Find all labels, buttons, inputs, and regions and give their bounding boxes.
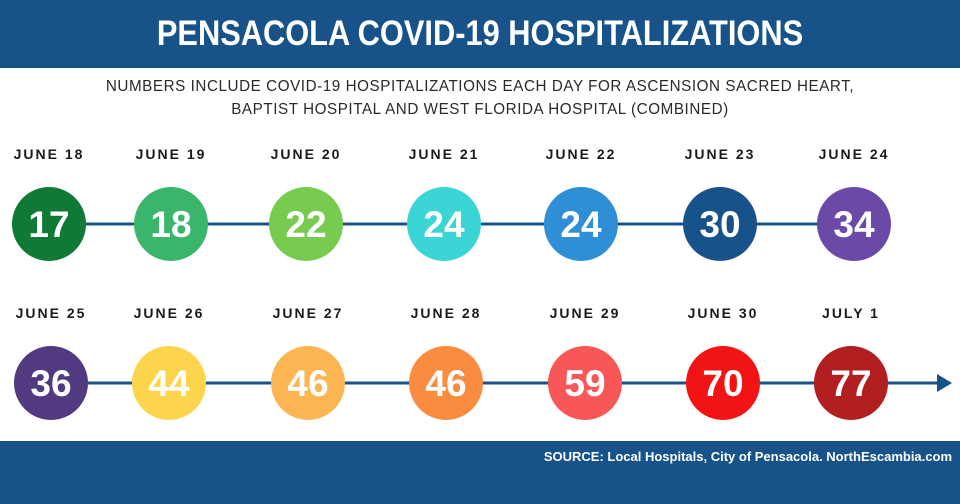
data-point-circle — [407, 187, 481, 261]
data-value-label: 46 — [287, 363, 328, 404]
date-label: JUNE 24 — [819, 146, 890, 162]
date-label: JUNE 22 — [546, 146, 617, 162]
data-point-circle — [817, 187, 891, 261]
header-bar: PENSACOLA COVID-19 HOSPITALIZATIONS — [0, 0, 960, 68]
footer-bar: SOURCE: Local Hospitals, City of Pensaco… — [0, 441, 960, 504]
data-point-circle — [269, 187, 343, 261]
data-point-circle — [548, 346, 622, 420]
date-label: JULY 1 — [822, 305, 880, 321]
date-label: JUNE 26 — [134, 305, 205, 321]
date-label: JUNE 25 — [16, 305, 87, 321]
subtitle-line-1: NUMBERS INCLUDE COVID-19 HOSPITALIZATION… — [105, 78, 855, 95]
data-point-circle — [683, 187, 757, 261]
data-point-circle — [409, 346, 483, 420]
data-value-label: 46 — [425, 363, 466, 404]
page-title: PENSACOLA COVID-19 HOSPITALIZATIONS — [156, 14, 804, 53]
date-label: JUNE 28 — [411, 305, 482, 321]
data-point-circle — [132, 346, 206, 420]
data-value-label: 17 — [28, 204, 69, 245]
data-point-circle — [686, 346, 760, 420]
data-value-label: 22 — [285, 204, 326, 245]
data-value-label: 70 — [702, 363, 743, 404]
source-credit: SOURCE: Local Hospitals, City of Pensaco… — [543, 449, 952, 464]
date-label: JUNE 20 — [271, 146, 342, 162]
data-point-circle — [544, 187, 618, 261]
data-value-label: 18 — [150, 204, 191, 245]
data-value-label: 77 — [830, 363, 871, 404]
date-label: JUNE 29 — [550, 305, 621, 321]
data-point-circle — [134, 187, 208, 261]
data-value-label: 34 — [833, 204, 875, 245]
date-label: JUNE 21 — [409, 146, 480, 162]
data-value-label: 30 — [699, 204, 740, 245]
subtitle-line-2: BAPTIST HOSPITAL AND WEST FLORIDA HOSPIT… — [231, 101, 729, 118]
data-point-circle — [814, 346, 888, 420]
data-value-label: 24 — [560, 204, 602, 245]
data-point-circle — [271, 346, 345, 420]
data-value-label: 24 — [423, 204, 465, 245]
data-value-label: 36 — [30, 363, 71, 404]
date-label: JUNE 19 — [136, 146, 207, 162]
date-label: JUNE 27 — [273, 305, 344, 321]
arrow-right-icon — [937, 374, 952, 392]
data-point-circle — [12, 187, 86, 261]
date-label: JUNE 18 — [14, 146, 85, 162]
date-label: JUNE 30 — [688, 305, 759, 321]
data-value-label: 44 — [148, 363, 190, 404]
data-point-circle — [14, 346, 88, 420]
data-value-label: 59 — [564, 363, 605, 404]
date-label: JUNE 23 — [685, 146, 756, 162]
